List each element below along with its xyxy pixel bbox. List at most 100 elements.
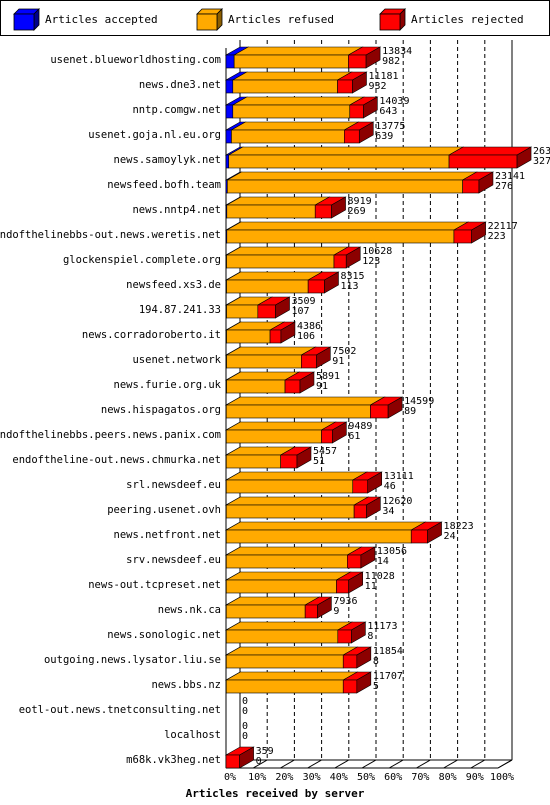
x-tick-label: 80%: [439, 772, 457, 783]
rejected-value-label: 327: [533, 156, 550, 167]
rejected-value-label: 113: [340, 281, 358, 292]
bar-segment-top-refused: [226, 171, 478, 181]
category-label: news.corradoroberto.it: [82, 329, 221, 341]
total-value-label: 8919: [348, 196, 372, 207]
bar-segment-rejected: [352, 479, 369, 494]
bar-segment-top-refused: [225, 671, 359, 681]
legend-swatch: [13, 13, 35, 31]
rejected-value-label: 91: [332, 356, 344, 367]
bar-segment-rejected: [353, 504, 367, 519]
category-label: news.nk.ca: [158, 604, 221, 616]
bar-segment-rejected: [284, 379, 301, 394]
rejected-value-label: 643: [379, 106, 397, 117]
total-value-label: 14599: [404, 396, 434, 407]
bar-end-face: [324, 271, 339, 294]
category-label: news.samoylyk.net: [114, 154, 221, 166]
bar-segment-top-refused: [225, 196, 331, 206]
bar-segment-top-refused: [225, 546, 363, 556]
bar-segment-rejected: [337, 629, 352, 644]
legend-label: Articles accepted: [45, 13, 158, 26]
bar-segment-top-refused: [231, 96, 365, 106]
rejected-value-label: 223: [488, 231, 506, 242]
rejected-value-label: 8: [373, 656, 379, 667]
bar-segment-top-refused: [225, 421, 337, 431]
category-label: news.nntp4.net: [132, 204, 221, 216]
total-value-label: 7502: [332, 346, 356, 357]
bar-segment-rejected: [304, 604, 318, 619]
category-label: news.bbs.nz: [151, 679, 221, 691]
bar-segment-refused: [225, 529, 412, 544]
rejected-value-label: 8: [367, 631, 373, 642]
total-value-label: 26309: [533, 146, 550, 157]
x-tick-label: 90%: [466, 772, 484, 783]
bar-segment-refused: [226, 354, 302, 369]
bar-segment-top-refused: [227, 146, 465, 156]
bar-row: eotl-out.news.tnetconsulting.net 00: [19, 696, 248, 717]
bar-end-face: [351, 621, 366, 644]
bar-segment-refused: [225, 604, 306, 619]
legend-item-rejected: Articles rejected: [379, 8, 524, 31]
legend-item-accepted: Articles accepted: [13, 8, 158, 31]
bar-segment-refused: [225, 554, 348, 569]
x-tick-mark: [497, 759, 513, 769]
bar-segment-rejected: [336, 579, 349, 594]
legend-label: Articles rejected: [411, 13, 524, 26]
bar-end-face: [280, 321, 296, 344]
bar-end-face: [239, 746, 254, 769]
bar-end-face: [387, 396, 403, 419]
total-value-label: 8315: [340, 271, 364, 282]
bar-row: endofthelinebbs-out.news.weretis.net 2211…: [0, 221, 518, 244]
x-tick-label: 50%: [357, 772, 375, 783]
bar-end-face: [360, 546, 376, 569]
bar-end-face: [352, 71, 367, 94]
total-value-label: 4386: [297, 321, 321, 332]
bar-segment-top-refused: [225, 346, 317, 356]
bar-segment-refused: [226, 304, 259, 319]
bar-end-face: [345, 246, 361, 269]
legend-item-refused: Articles refused: [196, 8, 334, 31]
category-label: glockenspiel.complete.org: [63, 254, 221, 266]
bar-end-face: [348, 571, 363, 594]
bar-segment-rejected: [280, 454, 298, 469]
bar-segment-rejected: [314, 204, 332, 219]
bar-end-face: [317, 596, 332, 619]
total-value-label: 22117: [488, 221, 518, 232]
x-tick-label: 40%: [330, 772, 348, 783]
legend-swatch: [196, 13, 218, 31]
bar-segment-top-refused: [225, 471, 368, 481]
bar-segment-refused: [225, 579, 337, 594]
bar-segment-refused: [225, 429, 322, 444]
category-label: srv.newsdeef.eu: [126, 554, 221, 566]
x-tick-mark: [388, 759, 404, 769]
total-value-label: 13834: [382, 46, 412, 57]
total-value-label: 0: [242, 696, 248, 707]
bar-segment-rejected: [348, 54, 367, 69]
x-tick-mark: [470, 759, 486, 769]
bar-segment-rejected: [347, 554, 362, 569]
bar-segment-top-refused: [231, 71, 353, 81]
category-label: eotl-out.news.tnetconsulting.net: [19, 704, 221, 716]
bar-end-face: [367, 471, 383, 494]
x-tick-label: 100%: [490, 772, 514, 783]
bar-segment-refused: [225, 479, 354, 494]
rejected-value-label: 639: [375, 131, 393, 142]
x-tick-label: 30%: [303, 772, 321, 783]
bar-segment-rejected: [321, 429, 333, 444]
rejected-value-label: 106: [297, 331, 315, 342]
bar-segment-top-refused: [225, 596, 321, 606]
bar-segment-rejected: [342, 654, 358, 669]
bar-end-face: [478, 171, 494, 194]
total-value-label: 3509: [292, 296, 316, 307]
bar-segment-refused: [226, 379, 286, 394]
bar-segment-refused: [232, 79, 338, 94]
x-axis-label: Articles received by server: [186, 787, 365, 800]
x-tick-mark: [334, 759, 350, 769]
